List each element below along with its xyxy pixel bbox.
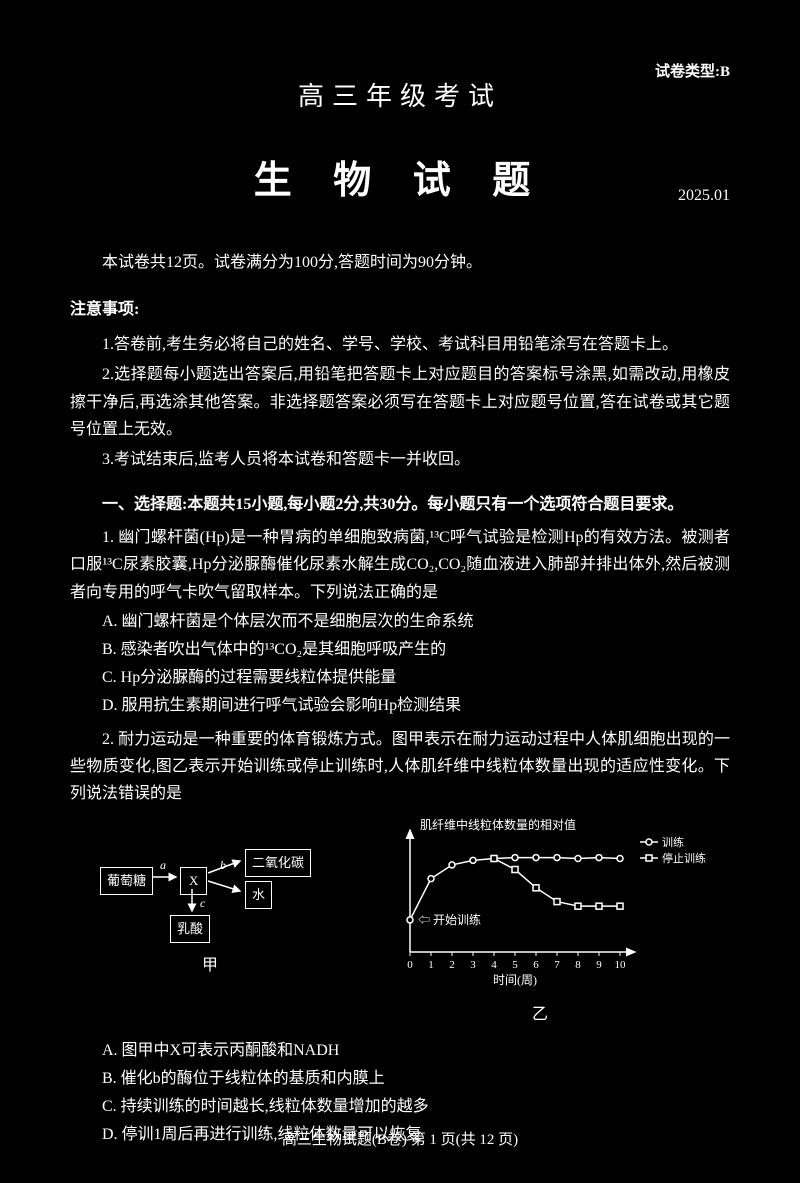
figures-row: 葡萄糖 X 二氧化碳 水 乳酸 a b c 甲 0 1 2 3 4 5 6 7 8 9 10 [70,817,730,1028]
svg-text:9: 9 [596,959,602,971]
chart-b-svg: 012345678910肌纤维中线粒体数量的相对值时间(周)⇦ 开始训练训练停止… [380,817,700,987]
section-title: 一、选择题:本题共15小题,每小题2分,共30分。每小题只有一个选项符合题目要求… [70,491,730,518]
q1-opt-a: A. 幽门螺杆菌是个体层次而不是细胞层次的生命系统 [70,608,730,635]
svg-text:肌纤维中线粒体数量的相对值: 肌纤维中线粒体数量的相对值 [420,817,576,832]
q1-opt-b: B. 感染者吹出气体中的¹³CO₂是其细胞呼吸产生的 [70,636,730,663]
subject-title: 生 物 试 题 2025.01 [70,149,730,214]
svg-text:2: 2 [449,959,455,971]
figure-a: 葡萄糖 X 二氧化碳 水 乳酸 a b c 甲 [100,817,320,979]
question-2: 2. 耐力运动是一种重要的体育锻炼方式。图甲表示在耐力运动过程中人体肌细胞出现的… [70,726,730,1149]
svg-text:1: 1 [428,959,434,971]
svg-text:8: 8 [575,959,581,971]
svg-text:⇦ 开始训练: ⇦ 开始训练 [418,912,481,927]
figure-b: 012345678910肌纤维中线粒体数量的相对值时间(周)⇦ 开始训练训练停止… [380,817,700,1028]
svg-text:4: 4 [491,959,497,971]
page-footer: 高三生物试题(B卷) 第 1 页(共 12 页) [0,1128,800,1154]
q1-opt-c: C. Hp分泌脲酶的过程需要线粒体提供能量 [70,664,730,691]
svg-text:0: 0 [407,959,413,971]
diagram-a-arrows [100,837,320,947]
question-1: 1. 幽门螺杆菌(Hp)是一种胃病的单细胞致病菌,¹³C呼气试验是检测Hp的有效… [70,524,730,719]
svg-text:7: 7 [554,959,560,971]
grade-title: 高三年级考试 [70,75,730,119]
q2-opt-a: A. 图甲中X可表示丙酮酸和NADH [70,1037,730,1064]
note-2: 2.选择题每小题选出答案后,用铅笔把答题卡上对应题目的答案标号涂黑,如需改动,用… [70,361,730,443]
q1-opt-d: D. 服用抗生素期间进行呼气试验会影响Hp检测结果 [70,692,730,719]
q2-opt-b: B. 催化b的酶位于线粒体的基质和内膜上 [70,1065,730,1092]
svg-text:时间(周): 时间(周) [493,973,537,987]
svg-text:5: 5 [512,959,518,971]
svg-text:6: 6 [533,959,539,971]
q2-opt-c: C. 持续训练的时间越长,线粒体数量增加的越多 [70,1093,730,1120]
notes-title: 注意事项: [70,296,730,323]
intro: 本试卷共12页。试卷满分为100分,答题时间为90分钟。 [70,249,730,276]
q2-stem: 2. 耐力运动是一种重要的体育锻炼方式。图甲表示在耐力运动过程中人体肌细胞出现的… [70,726,730,808]
note-3: 3.考试结束后,监考人员将本试卷和答题卡一并收回。 [70,446,730,473]
exam-date: 2025.01 [678,182,730,209]
fig-a-label: 甲 [100,952,320,979]
svg-text:10: 10 [615,959,627,971]
svg-text:训练: 训练 [662,835,684,849]
paper-type: 试卷类型:B [655,60,730,86]
q1-stem: 1. 幽门螺杆菌(Hp)是一种胃病的单细胞致病菌,¹³C呼气试验是检测Hp的有效… [70,524,730,606]
subject-title-text: 生 物 试 题 [254,160,547,202]
notes-block: 注意事项: 1.答卷前,考生务必将自己的姓名、学号、学校、考试科目用铅笔涂写在答… [70,296,730,473]
svg-text:3: 3 [470,959,476,971]
svg-text:停止训练: 停止训练 [662,851,706,865]
note-1: 1.答卷前,考生务必将自己的姓名、学号、学校、考试科目用铅笔涂写在答题卡上。 [70,331,730,358]
fig-b-label: 乙 [380,1001,700,1028]
